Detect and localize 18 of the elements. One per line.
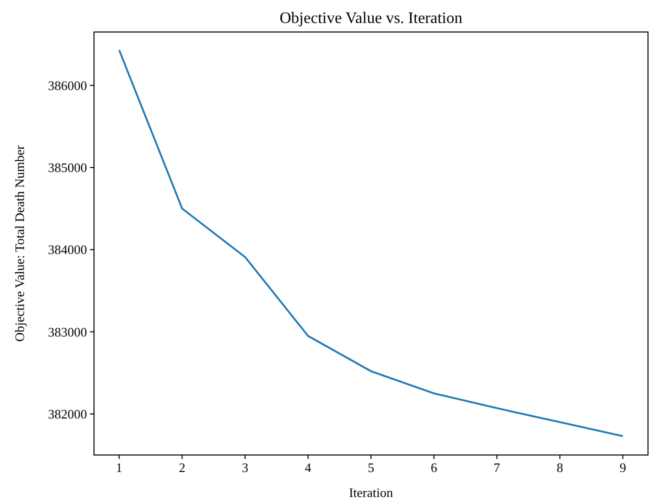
y-tick-label: 385000 [48, 160, 87, 176]
y-tick-label: 386000 [48, 78, 87, 93]
y-axis-title: Objective Value: Total Death Number [12, 144, 27, 342]
y-tick-label: 384000 [48, 242, 87, 258]
x-tick-label: 4 [304, 460, 312, 475]
x-tick-label: 2 [178, 460, 186, 475]
chart-title: Objective Value vs. Iteration [280, 10, 462, 27]
x-tick-label: 8 [556, 460, 564, 475]
line-series [118, 49, 624, 438]
x-tick-label: 5 [368, 460, 374, 475]
y-tick-label: 383000 [48, 324, 87, 340]
x-tick-label: 1 [116, 460, 122, 475]
x-tick-label: 7 [494, 460, 501, 475]
x-tick-label: 9 [620, 460, 626, 475]
y-tick-label: 382000 [48, 406, 87, 422]
x-tick-label: 3 [242, 460, 248, 475]
x-tick-label: 6 [430, 460, 438, 475]
x-axis-title: Iteration [348, 485, 394, 500]
